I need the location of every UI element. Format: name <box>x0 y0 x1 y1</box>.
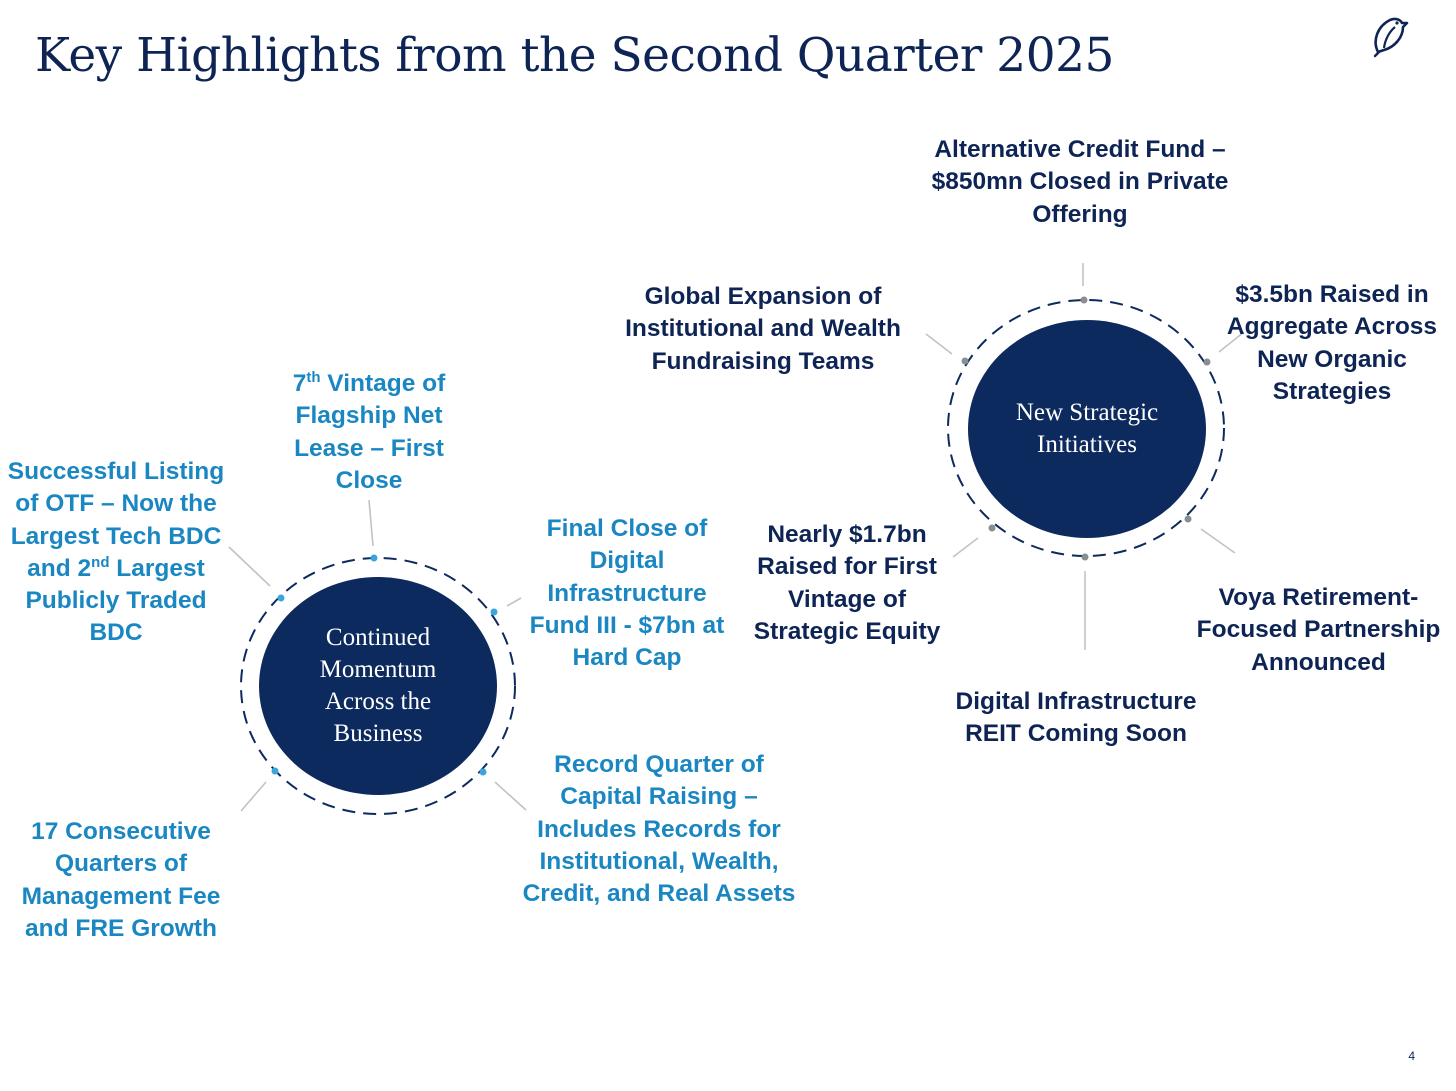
dot-raised-aggregate <box>1203 358 1211 366</box>
dot-global-expansion <box>961 357 969 365</box>
connector-global-expansion <box>925 333 953 355</box>
right-hub-dashed-ring <box>947 299 1225 557</box>
left-connectors <box>228 499 527 812</box>
dot-alt-credit <box>1080 296 1088 304</box>
dot-net-lease <box>370 554 378 562</box>
connector-digital-infra-fund <box>506 597 522 607</box>
left-connector-dots <box>271 554 498 776</box>
label-raised-aggregate: $3.5bn Raised in Aggregate Across New Or… <box>1226 281 1438 405</box>
label-net-lease: 7th Vintage of Flagship Net Lease – Firs… <box>292 369 446 494</box>
label-digital-reit: Digital Infrastructure REIT Coming Soon <box>955 688 1197 748</box>
label-digital-infra-fund: Final Close of Digital Infrastructure Fu… <box>529 515 725 672</box>
page-number: 4 <box>1408 1049 1415 1063</box>
hub-continued-momentum: Continued Momentum Across the Business <box>259 577 497 795</box>
connector-strategic-equity <box>952 537 979 558</box>
connector-otf <box>228 546 271 587</box>
connector-fee-growth <box>240 781 267 812</box>
dot-digital-reit <box>1081 553 1089 561</box>
dot-record-quarter <box>479 768 487 776</box>
dot-strategic-equity <box>988 524 996 532</box>
left-hub-dashed-ring <box>240 557 516 815</box>
hub-label: New Strategic Initiatives <box>1015 399 1159 458</box>
label-record-quarter: Record Quarter of Capital Raising – Incl… <box>522 751 796 908</box>
label-alt-credit: Alternative Credit Fund – $850mn Closed … <box>931 136 1229 228</box>
right-connector-dots <box>961 296 1211 561</box>
connector-voya <box>1200 528 1236 554</box>
label-fee-growth: 17 Consecutive Quarters of Management Fe… <box>21 818 221 942</box>
connector-record-quarter <box>494 781 527 811</box>
right-connectors <box>925 263 1245 650</box>
label-global-expansion: Global Expansion of Institutional and We… <box>625 283 901 375</box>
bird-icon <box>1373 17 1409 58</box>
dot-voya <box>1184 515 1192 523</box>
hub-label: Continued Momentum Across the Business <box>319 624 437 747</box>
dot-fee-growth <box>271 767 279 775</box>
dot-otf <box>277 594 285 602</box>
label-strategic-equity: Nearly $1.7bn Raised for First Vintage o… <box>753 521 941 645</box>
dot-digital-infra-fund <box>490 608 498 616</box>
label-otf-listing: Successful Listing of OTF – Now the Larg… <box>7 458 225 647</box>
page-title: Key Highlights from the Second Quarter 2… <box>35 28 1114 83</box>
connector-net-lease <box>368 499 374 547</box>
hub-new-strategic-initiatives: New Strategic Initiatives <box>968 320 1206 538</box>
label-voya: Voya Retirement-Focused Partnership Anno… <box>1196 584 1441 676</box>
connector-raised-aggregate <box>1218 331 1245 353</box>
